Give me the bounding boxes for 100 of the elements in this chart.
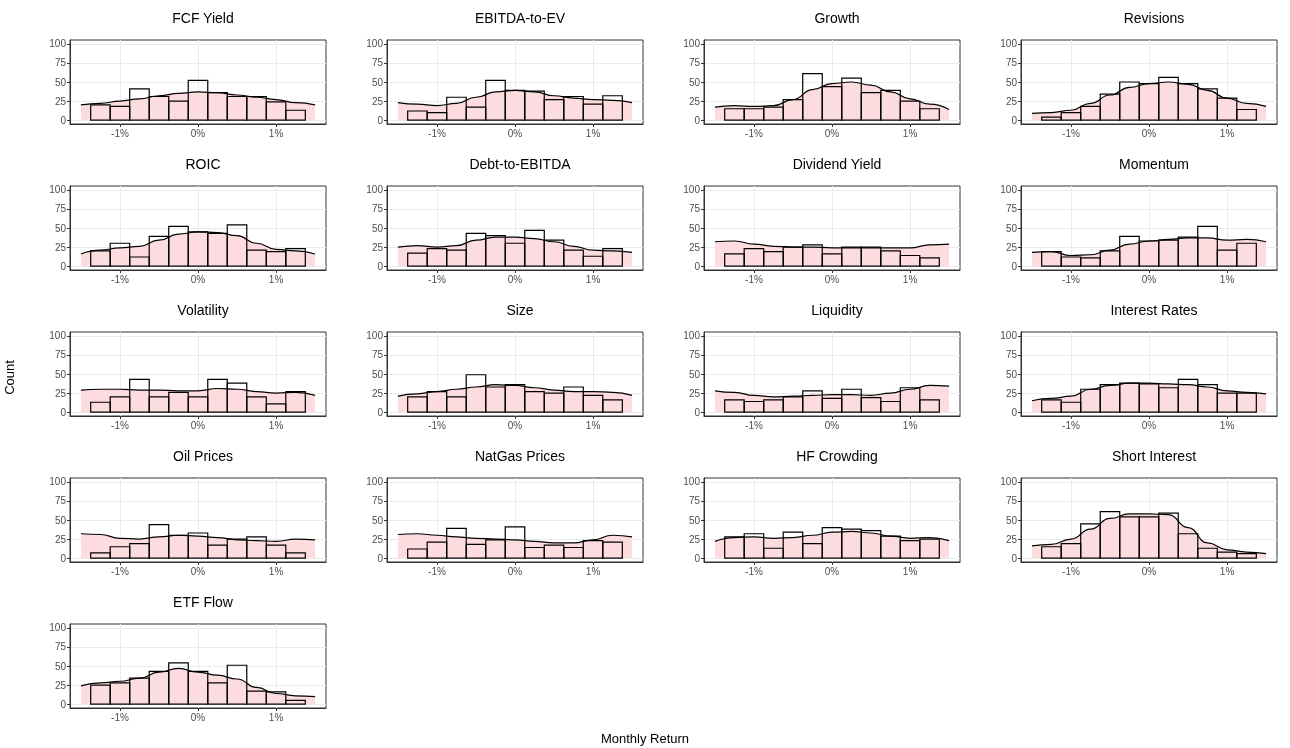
y-tick-label: 50: [1005, 514, 1018, 526]
y-tick-label: 50: [54, 514, 67, 526]
y-tick-label: 0: [377, 552, 384, 564]
y-tick-label: 0: [694, 260, 701, 272]
chart-title: Debt-to-EBITDA: [469, 156, 572, 172]
x-tick-label: 1%: [268, 127, 284, 139]
y-tick-label: 0: [1011, 552, 1018, 564]
y-tick-label: 100: [49, 622, 67, 634]
x-tick-label: 0%: [507, 565, 523, 577]
x-tick-label: -1%: [1062, 127, 1080, 139]
y-tick-label: 100: [683, 476, 701, 488]
y-tick-label: 50: [54, 660, 67, 672]
y-tick-label: 75: [1005, 57, 1018, 69]
x-tick-label: 0%: [190, 273, 206, 285]
chart-title: ETF Flow: [173, 594, 234, 610]
y-tick-label: 25: [1005, 241, 1018, 253]
y-tick-label: 75: [688, 349, 701, 361]
x-tick-label: 1%: [585, 565, 601, 577]
chart-title: NatGas Prices: [474, 448, 566, 464]
y-tick-label: 100: [366, 476, 384, 488]
x-tick-label: 0%: [1141, 565, 1157, 577]
y-tick-label: 0: [377, 114, 384, 126]
y-tick-label: 25: [54, 533, 67, 545]
x-tick-label: 0%: [507, 127, 523, 139]
x-tick-label: 1%: [585, 127, 601, 139]
y-tick-label: 75: [1005, 349, 1018, 361]
x-tick-label: 1%: [902, 419, 918, 431]
y-tick-label: 100: [1000, 330, 1018, 342]
chart-title: Momentum: [1118, 156, 1190, 172]
y-tick-label: 0: [60, 260, 67, 272]
y-tick-label: 75: [371, 203, 384, 215]
chart-title: HF Crowding: [796, 448, 878, 464]
y-tick-label: 25: [1005, 533, 1018, 545]
x-tick-label: -1%: [745, 565, 763, 577]
y-tick-label: 25: [688, 241, 701, 253]
chart-title: FCF Yield: [172, 10, 234, 26]
y-tick-label: 50: [371, 76, 384, 88]
x-tick-label: -1%: [111, 711, 129, 723]
x-tick-label: 1%: [268, 273, 284, 285]
y-tick-label: 25: [688, 533, 701, 545]
x-tick-label: 0%: [507, 273, 523, 285]
y-tick-label: 75: [371, 349, 384, 361]
y-tick-label: 25: [1005, 387, 1018, 399]
chart-title: EBITDA-to-EV: [474, 10, 566, 26]
y-tick-label: 100: [366, 330, 384, 342]
y-tick-label: 75: [688, 57, 701, 69]
y-tick-label: 75: [1005, 203, 1018, 215]
chart-title: Volatility: [177, 302, 229, 318]
chart-title: Oil Prices: [173, 448, 233, 464]
y-tick-label: 25: [371, 387, 384, 399]
x-tick-label: 1%: [585, 273, 601, 285]
x-tick-label: -1%: [111, 273, 129, 285]
chart-title: Growth: [814, 10, 860, 26]
x-tick-label: 1%: [1219, 565, 1235, 577]
y-tick-label: 50: [54, 222, 67, 234]
y-tick-label: 25: [54, 679, 67, 691]
x-tick-label: -1%: [428, 419, 446, 431]
x-tick-label: 0%: [190, 419, 206, 431]
y-tick-label: 0: [694, 114, 701, 126]
x-tick-label: 0%: [190, 565, 206, 577]
y-tick-label: 75: [54, 349, 67, 361]
y-tick-label: 50: [54, 76, 67, 88]
y-tick-label: 50: [688, 514, 701, 526]
x-tick-label: -1%: [111, 419, 129, 431]
x-tick-label: 0%: [190, 711, 206, 723]
y-tick-label: 25: [1005, 95, 1018, 107]
chart-title: ROIC: [185, 156, 221, 172]
x-tick-label: -1%: [745, 273, 763, 285]
x-tick-label: -1%: [745, 127, 763, 139]
y-tick-label: 50: [688, 222, 701, 234]
y-tick-label: 100: [683, 184, 701, 196]
chart-title: Interest Rates: [1110, 302, 1198, 318]
x-tick-label: 1%: [1219, 127, 1235, 139]
y-tick-label: 0: [1011, 114, 1018, 126]
y-tick-label: 100: [1000, 184, 1018, 196]
x-tick-label: 0%: [190, 127, 206, 139]
y-tick-label: 100: [1000, 476, 1018, 488]
x-tick-label: 0%: [1141, 127, 1157, 139]
y-tick-label: 25: [371, 95, 384, 107]
x-tick-label: 0%: [824, 273, 840, 285]
y-tick-label: 100: [1000, 38, 1018, 50]
y-tick-label: 0: [1011, 260, 1018, 272]
y-tick-label: 100: [49, 330, 67, 342]
y-tick-label: 100: [49, 184, 67, 196]
y-tick-label: 50: [371, 222, 384, 234]
x-tick-label: 1%: [268, 711, 284, 723]
x-tick-label: 1%: [1219, 273, 1235, 285]
y-tick-label: 0: [694, 552, 701, 564]
y-tick-label: 25: [688, 387, 701, 399]
x-tick-label: 1%: [585, 419, 601, 431]
chart-title: Revisions: [1123, 10, 1185, 26]
y-tick-label: 75: [371, 495, 384, 507]
y-tick-label: 100: [49, 38, 67, 50]
x-tick-label: 1%: [268, 565, 284, 577]
y-tick-label: 75: [54, 57, 67, 69]
chart-title: Dividend Yield: [792, 156, 882, 172]
x-tick-label: -1%: [1062, 273, 1080, 285]
y-tick-label: 25: [371, 533, 384, 545]
y-tick-label: 75: [54, 203, 67, 215]
y-tick-label: 50: [1005, 368, 1018, 380]
